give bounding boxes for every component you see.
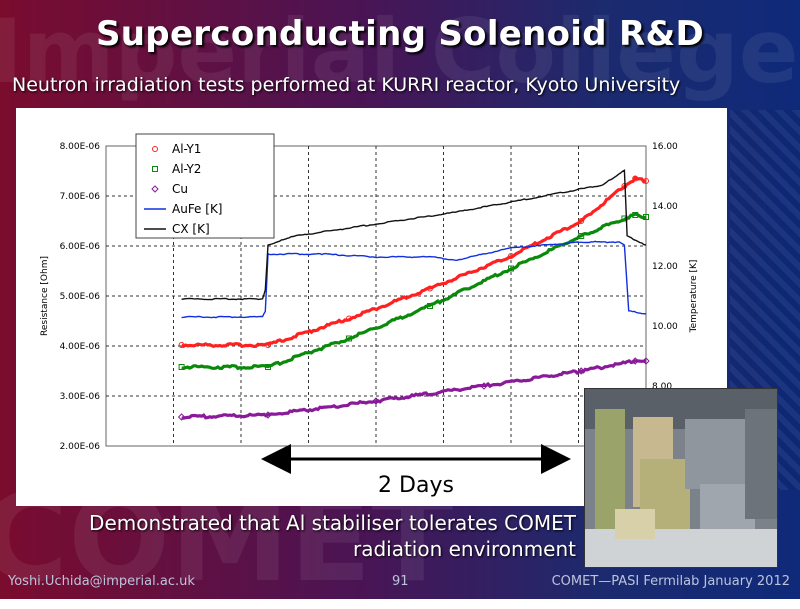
data-point bbox=[480, 382, 488, 390]
data-point bbox=[178, 342, 185, 348]
y2-tick-label: 8.00 bbox=[652, 382, 672, 392]
data-point bbox=[177, 413, 186, 421]
y2-tick-label: 14.00 bbox=[652, 202, 678, 212]
data-point bbox=[632, 175, 639, 182]
legend-label: CX [K] bbox=[172, 222, 210, 236]
y-tick-label: 4.00E-06 bbox=[60, 342, 101, 352]
data-point bbox=[632, 212, 639, 218]
y-tick-label: 2.00E-06 bbox=[60, 442, 101, 452]
y2-axis-label: Temperature [K] bbox=[689, 260, 699, 334]
series-line-al-y1 bbox=[180, 175, 647, 349]
series-line-cu bbox=[181, 359, 647, 420]
data-point bbox=[427, 285, 433, 292]
y-tick-label: 6.00E-06 bbox=[60, 242, 101, 252]
series-line-aufe-k- bbox=[181, 240, 647, 319]
data-point bbox=[346, 335, 352, 342]
data-point bbox=[508, 253, 514, 259]
y2-tick-label: 16.00 bbox=[652, 142, 678, 152]
y-tick-label: 8.00E-06 bbox=[60, 142, 101, 152]
y-axis-label: Resistance [Ohm] bbox=[40, 256, 50, 336]
footer-email: Yoshi.Uchida@imperial.ac.uk bbox=[8, 574, 195, 589]
data-point bbox=[577, 367, 585, 375]
legend-label: Al-Y2 bbox=[172, 162, 201, 176]
slide-subtitle: Neutron irradiation tests performed at K… bbox=[12, 74, 681, 96]
y2-tick-label: 12.00 bbox=[652, 262, 678, 272]
data-point bbox=[643, 214, 649, 220]
reactor-photo bbox=[584, 388, 778, 568]
data-point bbox=[346, 315, 352, 322]
data-point bbox=[578, 233, 585, 239]
data-point bbox=[643, 178, 649, 184]
y-tick-label: 3.00E-06 bbox=[60, 392, 101, 402]
resistance-temperature-chart: 2.00E-06 3.00E-06 4.00E-06 5.00E-06 6.00E-06… bbox=[40, 133, 699, 498]
conclusion-text: Demonstrated that Al stabiliser tolerate… bbox=[20, 510, 576, 562]
data-point bbox=[508, 265, 514, 272]
legend-symbol bbox=[151, 185, 159, 193]
data-point bbox=[178, 364, 185, 370]
conclusion-line-1: Demonstrated that Al stabiliser tolerate… bbox=[89, 511, 576, 535]
duration-label: 2 Days bbox=[378, 473, 454, 498]
y-tick-label: 7.00E-06 bbox=[60, 192, 101, 202]
data-point bbox=[631, 357, 639, 365]
slide-title: Superconducting Solenoid R&D bbox=[96, 14, 704, 54]
series-line-cx-k- bbox=[181, 169, 647, 301]
legend-box bbox=[135, 133, 275, 239]
footer-page-number: 91 bbox=[392, 574, 409, 589]
data-point bbox=[264, 411, 272, 419]
data-point bbox=[578, 218, 585, 224]
legend-symbol bbox=[152, 166, 158, 172]
legend-label: Al-Y1 bbox=[172, 142, 201, 156]
data-point bbox=[372, 397, 380, 405]
data-point bbox=[265, 342, 271, 348]
legend-label: Cu bbox=[172, 182, 188, 196]
legend-label: AuFe [K] bbox=[172, 202, 223, 216]
y2-tick-label: 10.00 bbox=[652, 322, 678, 332]
footer-event: COMET—PASI Fermilab January 2012 bbox=[551, 574, 790, 589]
data-point bbox=[427, 303, 433, 309]
data-point bbox=[642, 357, 650, 365]
legend-symbol bbox=[152, 146, 158, 152]
y-tick-label: 5.00E-06 bbox=[60, 292, 101, 302]
data-point bbox=[265, 364, 271, 370]
conclusion-line-2: radiation environment bbox=[352, 537, 576, 561]
